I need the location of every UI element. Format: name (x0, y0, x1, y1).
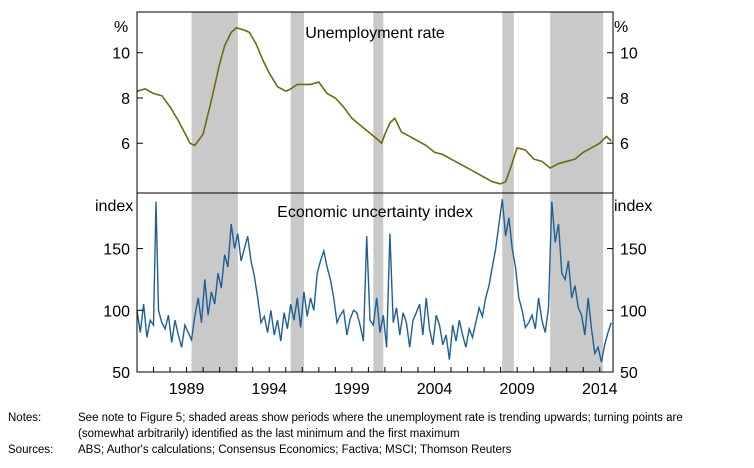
unemployment-rate-line (136, 26, 612, 185)
shaded-periods (191, 12, 604, 372)
notes-row: Notes: See note to Figure 5; shaded area… (8, 410, 748, 442)
y-tick-label-right: 8 (620, 91, 629, 108)
y-tick-label-left: 50 (112, 365, 130, 382)
sources-label: Sources: (8, 444, 54, 456)
x-tick-label: 1989 (169, 381, 205, 398)
x-tick-label: 1994 (251, 381, 287, 398)
x-tick-label: 2004 (417, 381, 453, 398)
x-tick-label: 2014 (582, 381, 618, 398)
uncertainty-index-line (136, 199, 612, 363)
tick-labels: 6 6 8 8 10 10 50 50 100 100 150 150 1989 1994 1999 2004… (103, 46, 647, 398)
y-tick-label-left: 8 (121, 91, 130, 108)
shaded-period-2 (290, 12, 304, 372)
x-tick-label: 2009 (499, 381, 535, 398)
shaded-period-5 (550, 12, 604, 372)
y-tick-label-right: 100 (620, 303, 647, 320)
y-tick-label-left: 6 (121, 136, 130, 153)
y-tick-label-right: 6 (620, 136, 629, 153)
uncertainty-unit-left: index (95, 198, 133, 215)
sources-text: ABS; Author's calculations; Consensus Ec… (78, 444, 512, 456)
notes-text: See note to Figure 5; shaded areas show … (78, 410, 748, 442)
x-tick-label: 1999 (334, 381, 370, 398)
shaded-period-4 (502, 12, 514, 372)
unemployment-unit-right: % (614, 19, 628, 36)
notes-label: Notes: (8, 412, 42, 424)
y-tick-label-right: 10 (620, 46, 638, 63)
notes-text-line-2: (somewhat arbitrarily) identified as the… (78, 428, 460, 440)
plot-frame (136, 11, 614, 373)
unemployment-unit-left: % (114, 19, 128, 36)
chart-figure: Unemployment rate Economic uncertainty i… (95, 11, 652, 398)
unemployment-panel-title: Unemployment rate (305, 25, 445, 42)
notes-text-line-1: See note to Figure 5; shaded areas show … (78, 412, 683, 424)
sources-row: Sources: ABS; Author's calculations; Con… (8, 442, 748, 458)
shaded-period-1 (191, 12, 238, 372)
uncertainty-panel-title: Economic uncertainty index (277, 204, 473, 221)
y-tick-label-right: 150 (620, 242, 647, 259)
y-tick-label-left: 150 (103, 242, 130, 259)
y-tick-label-left: 10 (112, 46, 130, 63)
notes-section: Notes: See note to Figure 5; shaded area… (8, 410, 748, 458)
axis-ticks (136, 52, 613, 373)
y-tick-label-right: 50 (620, 365, 638, 382)
uncertainty-unit-right: index (614, 198, 652, 215)
shaded-period-3 (373, 12, 384, 372)
y-tick-label-left: 100 (103, 303, 130, 320)
